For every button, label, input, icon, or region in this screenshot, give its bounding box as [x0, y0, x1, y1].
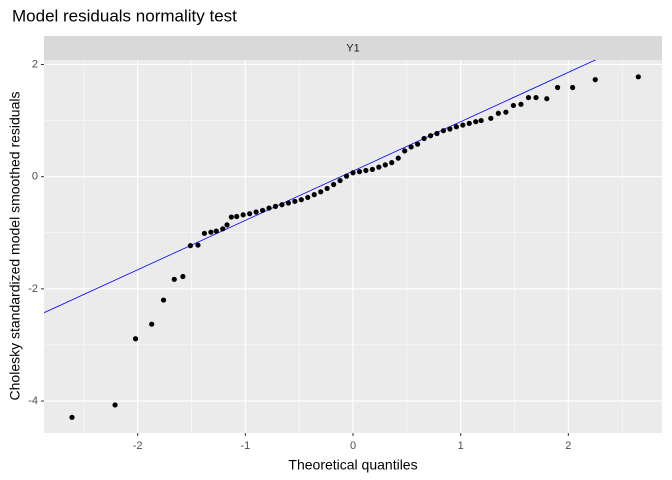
panel-label: Y1 — [346, 42, 359, 54]
x-axis-title: Theoretical quantiles — [288, 457, 417, 473]
point — [427, 133, 434, 139]
y-tick-label: 2 — [32, 58, 38, 70]
x-tick-label: 0 — [350, 440, 356, 452]
point — [171, 276, 177, 282]
point — [434, 130, 440, 137]
point — [337, 177, 343, 184]
point — [363, 167, 369, 174]
point — [220, 226, 226, 232]
point — [112, 402, 118, 408]
point — [447, 126, 453, 132]
point — [570, 84, 576, 91]
point — [503, 109, 509, 115]
x-tick-label: 2 — [565, 440, 571, 452]
point — [478, 117, 484, 124]
point — [69, 414, 75, 420]
point — [473, 119, 479, 125]
point — [518, 101, 524, 107]
point — [311, 192, 317, 198]
point — [510, 102, 517, 109]
point — [554, 84, 561, 91]
point — [201, 230, 208, 236]
point — [592, 77, 598, 83]
strip — [44, 36, 662, 60]
point — [460, 122, 466, 128]
point — [466, 120, 472, 126]
point — [544, 96, 550, 102]
chart-title: Model residuals normality test — [12, 6, 237, 25]
point — [240, 212, 246, 218]
point — [356, 169, 363, 175]
point — [402, 148, 408, 154]
point — [305, 194, 311, 201]
point — [324, 185, 330, 192]
x-tick-label: -1 — [240, 440, 250, 452]
point — [421, 135, 427, 142]
point — [132, 336, 139, 342]
y-axis-title: Cholesky standardized model smoothed res… — [7, 92, 23, 401]
point — [408, 144, 414, 150]
y-tick-label: 0 — [32, 171, 38, 183]
x-tick-label: -2 — [133, 440, 143, 452]
point — [272, 203, 279, 209]
point — [285, 200, 292, 206]
point — [495, 110, 501, 116]
y-tick-label: -4 — [28, 395, 38, 407]
point — [224, 222, 230, 228]
point — [292, 198, 298, 204]
point — [331, 181, 337, 188]
point — [160, 297, 167, 303]
point — [298, 197, 304, 203]
point — [376, 164, 382, 170]
point — [343, 173, 350, 179]
point — [382, 162, 388, 168]
point — [440, 128, 447, 134]
point — [187, 243, 194, 249]
point — [149, 321, 155, 327]
point — [213, 228, 219, 234]
point — [369, 166, 375, 172]
point — [395, 155, 401, 161]
point — [453, 124, 459, 130]
x-tick-label: 1 — [458, 440, 464, 452]
y-tick-label: -2 — [28, 283, 38, 295]
point — [318, 189, 324, 195]
point — [525, 94, 532, 101]
point — [414, 141, 421, 147]
point — [180, 273, 186, 280]
point — [533, 94, 539, 101]
point — [195, 242, 201, 248]
point — [350, 170, 356, 176]
point — [253, 209, 259, 215]
point — [259, 207, 266, 213]
point — [234, 213, 240, 220]
point — [279, 202, 285, 208]
point — [208, 229, 214, 235]
point — [266, 205, 272, 211]
point — [389, 160, 395, 166]
point — [635, 74, 641, 80]
point — [488, 115, 494, 121]
point — [247, 211, 253, 217]
point — [228, 214, 234, 220]
